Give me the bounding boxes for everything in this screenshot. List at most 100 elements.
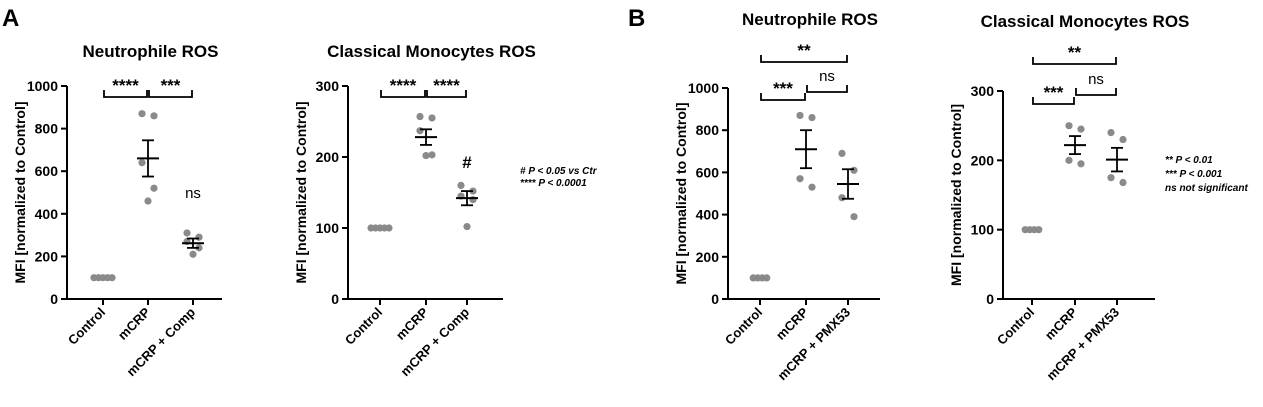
y-tick-label: 600 [35,163,59,179]
y-tick-label: 400 [35,206,59,222]
data-point [1119,135,1127,144]
chart-1: Neutrophile ROS MFI [normalized to Contro… [12,42,222,379]
chart-title: Neutrophile ROS [82,42,218,61]
significance-label: **** [433,76,460,95]
significance-label: **** [112,76,139,95]
data-point [108,274,116,282]
y-tick-label: 200 [35,248,59,264]
data-point [150,184,158,192]
chart-3: Neutrophile ROS MFI [normalized to Contro… [673,10,880,383]
data-point [808,183,816,191]
y-tick-label: 0 [331,291,339,307]
data-point [195,233,203,241]
data-point [1065,156,1073,164]
panel-letter-a: A [2,5,19,32]
x-tick-label: Control [342,305,385,348]
significance-legend-b: ** P < 0.01 *** P < 0.001 ns not significa… [1165,155,1248,194]
data-point [1035,226,1043,234]
data-point [138,159,146,167]
significance-bracket [380,90,426,98]
data-point [1065,122,1073,130]
significance-bracket [148,90,193,98]
data-point [416,112,424,121]
panel-letter-b: B [628,5,645,32]
data-point [463,222,471,231]
y-tick-label: 200 [971,152,995,168]
chart-title: Classical Monocytes ROS [327,42,536,61]
y-tick-label: 100 [971,222,995,238]
x-tick-label: mCRP [773,304,811,342]
significance-label: *** [161,76,181,95]
data-point [838,194,846,202]
data-point [422,151,430,160]
data-point [838,149,846,158]
x-tick-label: mCRP + PMX53 [1043,305,1122,384]
data-point [850,166,858,174]
data-point [189,250,197,258]
legend-line: # P < 0.05 vs Ctr [520,166,598,177]
significance-label: ns [185,185,201,202]
y-tick-label: 1000 [27,78,58,94]
significance-label: ns [1088,71,1104,88]
chart-title: Neutrophile ROS [742,10,878,29]
legend-line: **** P < 0.0001 [520,178,587,189]
significance-label: ** [1068,43,1082,62]
data-point [763,274,771,282]
data-point [469,196,477,204]
x-tick-label: mCRP [115,304,153,342]
chart-4: Classical Monocytes ROS MFI [normalized t… [948,12,1189,383]
y-tick-label: 400 [696,207,720,223]
y-tick-label: 600 [696,164,720,180]
y-axis-label: MFI [normalized to Control] [293,102,309,284]
y-tick-label: 800 [696,122,720,138]
x-tick-label: Control [722,305,765,348]
significance-label: *** [1044,83,1064,102]
y-tick-label: 0 [711,291,719,307]
x-tick-label: mCRP [1042,304,1080,342]
significance-label: ** [797,41,811,60]
legend-line: ns not significant [1165,183,1248,194]
data-point [150,112,158,120]
data-point [796,111,804,120]
data-point [416,127,424,135]
significance-legend-a: # P < 0.05 vs Ctr**** P < 0.0001 [520,166,598,189]
data-point [1107,129,1115,137]
y-tick-label: 800 [35,121,59,137]
data-point [144,197,152,205]
y-tick-label: 200 [696,249,720,265]
data-point [428,114,436,122]
significance-bracket [1032,57,1117,65]
data-point [808,113,816,122]
x-tick-label: Control [65,305,108,348]
significance-bracket [426,90,467,98]
y-tick-label: 1000 [688,80,719,96]
y-tick-label: 0 [986,291,994,307]
y-tick-label: 100 [316,220,340,236]
data-point [1077,125,1085,133]
data-point [138,110,146,118]
y-tick-label: 300 [971,83,995,99]
data-point [1077,160,1085,168]
data-point [1119,178,1127,187]
significance-bracket [806,85,848,93]
significance-bracket [1032,97,1075,105]
significance-label: # [462,153,472,172]
x-tick-label: mCRP + PMX53 [774,305,853,384]
significance-label: *** [773,79,793,98]
chart-title: Classical Monocytes ROS [981,12,1190,31]
data-point [457,181,465,189]
chart-2: Classical Monocytes ROS MFI [normalized t… [293,42,536,379]
data-point [796,175,804,183]
data-point [1107,174,1115,182]
x-tick-label: mCRP [393,304,431,342]
y-tick-label: 0 [50,291,58,307]
legend-line: ** P < 0.01 [1165,155,1213,166]
legend-line: *** P < 0.001 [1165,169,1223,180]
y-tick-label: 300 [316,78,340,94]
data-point [850,213,858,221]
x-tick-label: Control [994,305,1037,348]
data-point [385,224,393,232]
significance-label: **** [390,76,417,95]
y-axis-label: MFI [normalized to Control] [948,104,964,286]
data-point [428,151,436,159]
